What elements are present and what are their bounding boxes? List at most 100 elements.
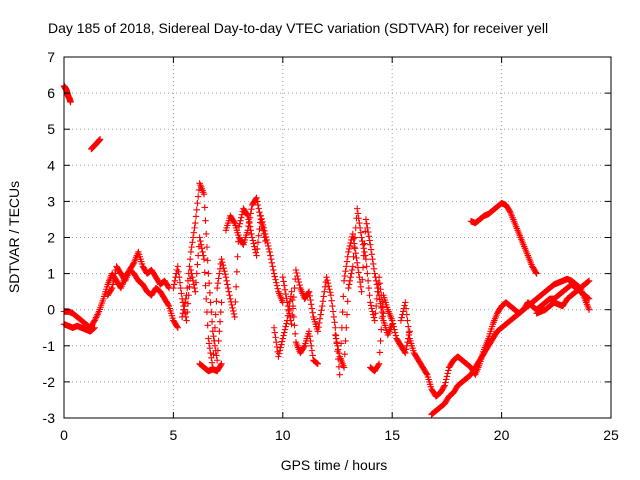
- data-point: [204, 322, 211, 329]
- data-point: [254, 239, 262, 246]
- data-point: [253, 194, 260, 201]
- data-point: [165, 301, 172, 309]
- data-point: [343, 258, 351, 265]
- data-points: [60, 82, 593, 418]
- data-point: [284, 312, 292, 319]
- data-point: [360, 245, 367, 252]
- data-point: [305, 328, 313, 335]
- y-tick-label: 2: [47, 230, 55, 246]
- data-point: [321, 283, 329, 291]
- data-point: [279, 274, 286, 281]
- data-point: [218, 360, 225, 368]
- data-point: [221, 271, 229, 278]
- data-point: [247, 210, 254, 217]
- grid-lines: [64, 57, 611, 418]
- data-point: [378, 298, 386, 305]
- data-point: [207, 349, 214, 357]
- data-point: [346, 242, 354, 250]
- data-point: [355, 215, 362, 222]
- data-point: [260, 230, 268, 238]
- data-point: [254, 201, 262, 209]
- data-point: [231, 313, 238, 321]
- data-point: [255, 232, 262, 239]
- data-point: [365, 233, 373, 240]
- data-point: [203, 295, 210, 303]
- data-point: [359, 241, 367, 248]
- data-point: [363, 263, 370, 270]
- data-point: [351, 234, 359, 241]
- data-point: [283, 295, 290, 302]
- data-point: [226, 292, 233, 299]
- x-tick-label: 10: [275, 427, 291, 443]
- data-point: [390, 323, 397, 330]
- y-tick-label: -3: [43, 410, 56, 426]
- data-point: [335, 349, 343, 357]
- data-point: [184, 300, 192, 307]
- data-point: [208, 318, 216, 325]
- data-point: [336, 371, 343, 378]
- axis-ticks: 0 5 10 15 20 25 -3 -2 -1 0 1 2 3 4 5 6 7: [43, 49, 619, 443]
- data-point: [197, 237, 204, 245]
- data-point: [317, 311, 324, 318]
- data-point: [362, 252, 369, 259]
- data-point: [249, 237, 257, 244]
- data-point: [506, 207, 513, 215]
- data-point: [305, 288, 313, 295]
- data-point: [343, 263, 350, 270]
- data-point: [194, 200, 201, 207]
- data-point: [308, 342, 315, 349]
- data-point: [341, 351, 348, 358]
- data-point: [370, 314, 378, 321]
- data-point: [90, 318, 98, 325]
- data-point: [187, 248, 195, 256]
- x-tick-label: 25: [603, 427, 619, 443]
- data-point: [340, 277, 348, 285]
- data-point: [201, 204, 208, 211]
- data-point: [359, 264, 367, 271]
- data-point: [90, 325, 98, 332]
- data-point: [273, 279, 280, 286]
- data-point: [335, 346, 342, 353]
- data-point: [261, 227, 268, 235]
- chart-title: Day 185 of 2018, Sidereal Day-to-day VTE…: [48, 20, 548, 36]
- data-point: [273, 338, 280, 346]
- data-point: [256, 209, 263, 216]
- data-point: [332, 331, 339, 339]
- data-point: [362, 255, 370, 263]
- y-tick-label: 5: [47, 121, 55, 137]
- data-point: [364, 277, 372, 285]
- data-point: [215, 275, 222, 282]
- data-point: [173, 323, 181, 330]
- data-point: [214, 347, 222, 354]
- data-point: [309, 309, 316, 316]
- data-point: [270, 270, 278, 277]
- data-point: [233, 268, 241, 275]
- data-point: [316, 315, 324, 322]
- data-point: [342, 337, 349, 345]
- data-point: [405, 329, 413, 336]
- data-point: [445, 367, 452, 374]
- data-point: [585, 306, 593, 313]
- data-point: [200, 255, 208, 263]
- data-point: [188, 243, 195, 251]
- data-point: [206, 345, 214, 352]
- data-point: [256, 212, 264, 220]
- data-point: [348, 266, 356, 274]
- data-point: [213, 284, 221, 292]
- data-point: [189, 239, 196, 246]
- data-point: [265, 242, 272, 250]
- x-axis-label: GPS time / hours: [281, 457, 388, 473]
- data-point: [345, 245, 353, 253]
- data-point: [270, 266, 277, 274]
- data-point: [318, 302, 326, 310]
- data-point: [273, 282, 281, 289]
- data-point: [248, 230, 255, 238]
- data-point: [92, 314, 100, 321]
- data-point: [332, 335, 340, 342]
- data-point: [350, 235, 357, 242]
- data-point: [111, 270, 119, 277]
- data-point: [275, 350, 283, 357]
- data-point: [345, 281, 353, 288]
- data-point: [375, 281, 382, 288]
- data-point: [403, 311, 410, 318]
